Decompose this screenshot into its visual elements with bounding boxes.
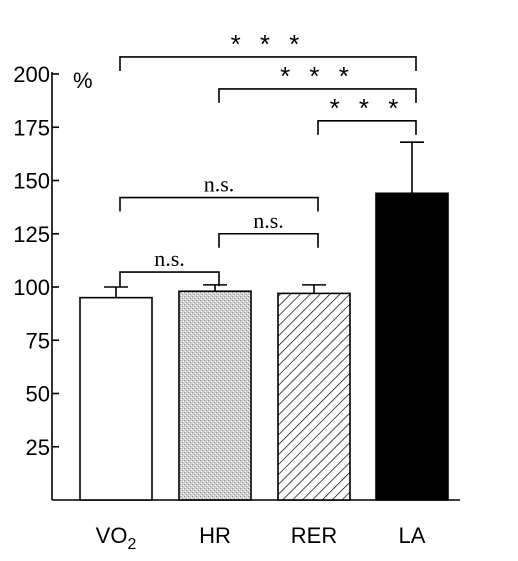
bracket-label-0: n.s. (154, 246, 185, 271)
category-label-3: LA (399, 523, 426, 548)
bracket-label-4: * * * (280, 61, 355, 91)
y-tick-label-50: 50 (26, 382, 50, 407)
bracket-0 (119, 271, 220, 287)
category-label-0: VO2 (96, 523, 137, 553)
bracket-4 (218, 88, 417, 103)
y-unit-label: % (73, 68, 93, 93)
axes: 25 50 75 100 125 150 175 200 (13, 62, 460, 501)
y-tick-label-200: 200 (13, 62, 50, 87)
bar-1 (178, 290, 252, 501)
bar-0 (79, 296, 153, 501)
bracket-1 (119, 196, 319, 212)
y-tick-label-25: 25 (26, 435, 50, 460)
bracket-label-3: * * * (330, 93, 405, 123)
bar-2 (277, 292, 351, 501)
bracket-2 (218, 232, 319, 248)
bar-3 (375, 192, 449, 501)
category-label-2: RER (291, 523, 337, 548)
bracket-3 (317, 120, 417, 135)
y-tick-label-75: 75 (26, 328, 50, 353)
bracket-label-5: * * * (231, 29, 306, 59)
y-tick-label-125: 125 (13, 222, 50, 247)
bracket-label-1: n.s. (204, 172, 235, 197)
y-tick-label-150: 150 (13, 169, 50, 194)
bracket-label-2: n.s. (253, 208, 284, 233)
bars: VO2 HR RER LA (79, 141, 449, 553)
y-tick-label-175: 175 (13, 115, 50, 140)
significance-brackets: n.s.n.s.n.s.* * ** * ** * * (119, 29, 417, 287)
y-tick-label-100: 100 (13, 275, 50, 300)
bracket-5 (119, 56, 417, 71)
category-label-1: HR (199, 523, 231, 548)
